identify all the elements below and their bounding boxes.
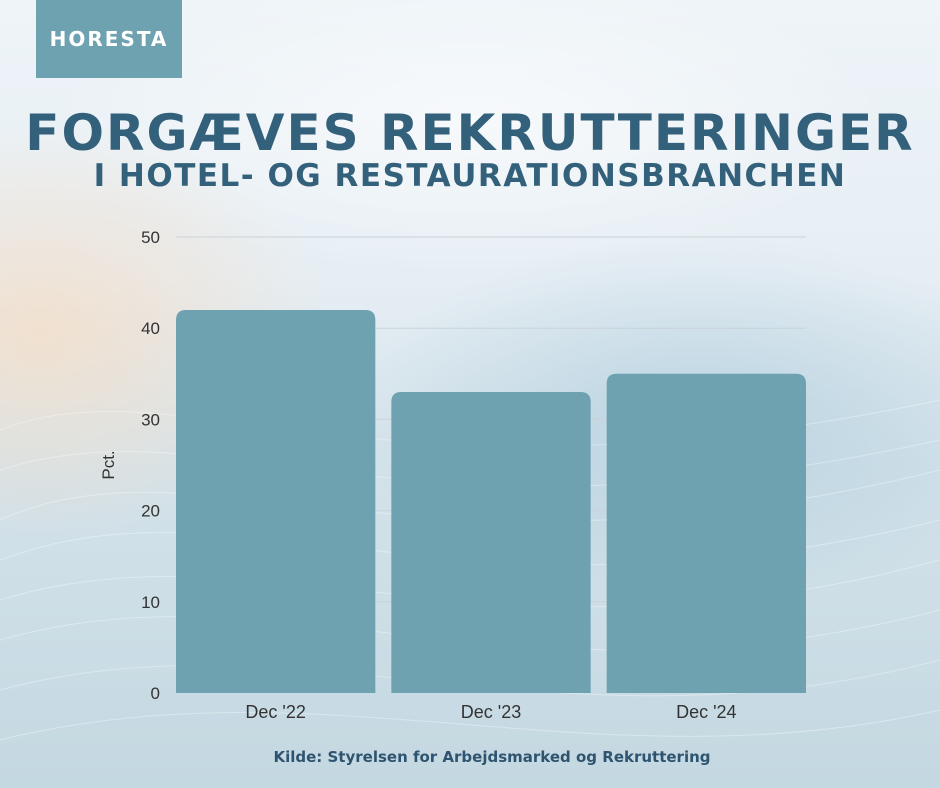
y-tick-label: 0 [151, 684, 160, 703]
bar-2 [391, 392, 591, 693]
x-tick-label: Dec '23 [461, 702, 521, 722]
source-caption: Kilde: Styrelsen for Arbejdsmarked og Re… [273, 748, 711, 766]
page-title: FORGÆVES REKRUTTERINGER [25, 104, 915, 162]
horesta-logo: HORESTA [36, 0, 182, 78]
x-tick-label: Dec '24 [676, 702, 736, 722]
bar-1 [176, 309, 376, 693]
y-tick-label: 20 [141, 502, 160, 521]
x-tick-label: Dec '22 [245, 702, 305, 722]
y-axis-label: Pct. [99, 450, 118, 479]
y-tick-label: 10 [141, 593, 160, 612]
y-tick-label: 50 [141, 228, 160, 247]
y-tick-label: 40 [141, 319, 160, 338]
page-subtitle: I HOTEL- OG RESTAURATIONSBRANCHEN [93, 158, 847, 194]
logo-text: HORESTA [49, 27, 169, 51]
bar-3 [606, 373, 806, 693]
y-tick-label: 30 [141, 410, 160, 429]
